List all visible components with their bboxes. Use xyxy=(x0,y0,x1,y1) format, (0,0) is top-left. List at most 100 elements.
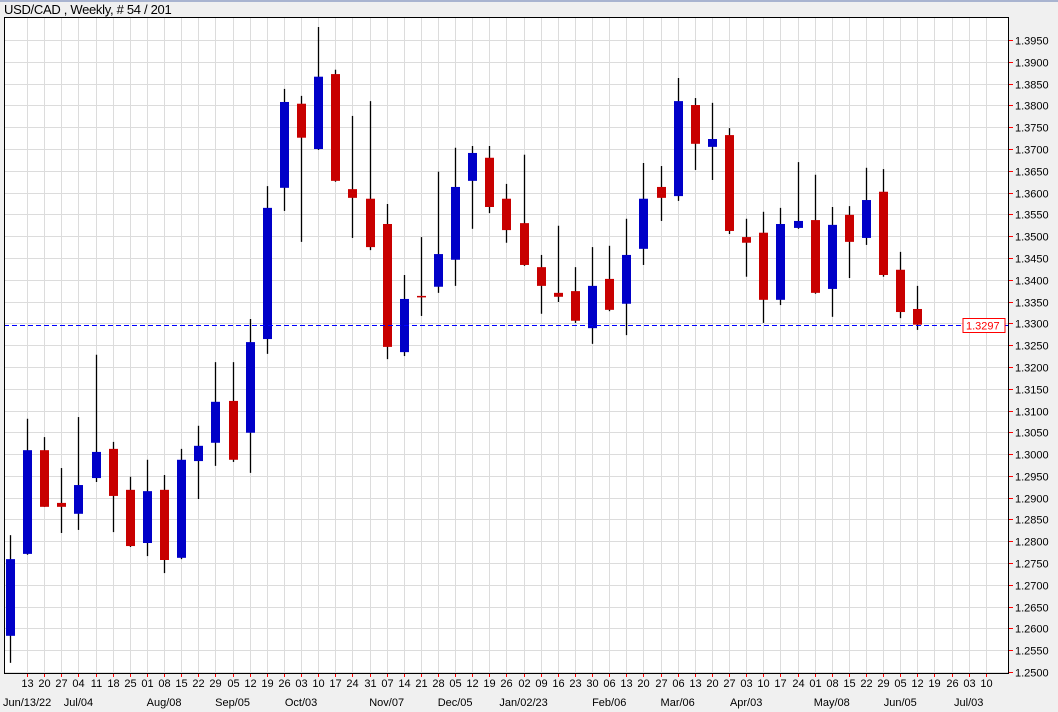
candle-body-up xyxy=(211,401,220,443)
candle-body-down xyxy=(657,186,666,198)
x-tick-label: 26 xyxy=(500,678,512,690)
candle-body-down xyxy=(502,198,511,231)
y-tick-label: 1.3800 xyxy=(1015,101,1049,113)
y-tick-label: 1.3750 xyxy=(1015,123,1049,135)
x-tick-label: 24 xyxy=(792,678,804,690)
x-tick-label: 22 xyxy=(860,678,872,690)
y-tick-label: 1.2850 xyxy=(1015,515,1049,527)
month-label: Jun/05 xyxy=(884,697,917,709)
candle-body-down xyxy=(109,448,118,496)
x-tick-label: 22 xyxy=(192,678,204,690)
x-tick-label: 26 xyxy=(278,678,290,690)
y-tick-label: 1.3100 xyxy=(1015,407,1049,419)
candle-body-up xyxy=(314,76,323,150)
x-tick-label: 08 xyxy=(826,678,838,690)
x-tick-label: 12 xyxy=(911,678,923,690)
y-tick-label: 1.3450 xyxy=(1015,254,1049,266)
x-tick-label: 31 xyxy=(364,678,376,690)
candle-body-down xyxy=(725,135,734,231)
x-tick-label: 27 xyxy=(655,678,667,690)
x-tick-label: 13 xyxy=(689,678,701,690)
y-tick-label: 1.3650 xyxy=(1015,167,1049,179)
month-label: Jul/04 xyxy=(64,697,93,709)
x-tick-label: 02 xyxy=(518,678,530,690)
candle-body-up xyxy=(23,450,32,554)
candle-body-down xyxy=(348,189,357,198)
candle-body-down xyxy=(417,295,426,298)
candle-body-down xyxy=(691,105,700,144)
x-tick-label: 15 xyxy=(843,678,855,690)
month-label: May/08 xyxy=(814,697,850,709)
candle-body-down xyxy=(759,232,768,300)
candle-body-down xyxy=(571,291,580,321)
y-tick-label: 1.2900 xyxy=(1015,494,1049,506)
candle-body-down xyxy=(57,502,66,507)
y-tick-label: 1.3550 xyxy=(1015,210,1049,222)
candle-body-up xyxy=(674,101,683,197)
candle-body-up xyxy=(246,342,255,433)
candle-body-up xyxy=(263,207,272,340)
month-label: Jun/13/22 xyxy=(3,697,51,709)
x-tick-label: 20 xyxy=(637,678,649,690)
candle-body-up xyxy=(862,200,871,238)
candle-body-down xyxy=(554,292,563,297)
candle-body-down xyxy=(811,220,820,293)
candle-body-up xyxy=(280,101,289,188)
candle-body-down xyxy=(913,308,922,325)
y-tick-label: 1.3350 xyxy=(1015,298,1049,310)
x-tick-label: 05 xyxy=(894,678,906,690)
month-label: Feb/06 xyxy=(592,697,626,709)
x-tick-label: 23 xyxy=(569,678,581,690)
month-label: Apr/03 xyxy=(730,697,762,709)
candle-body-down xyxy=(366,198,375,248)
y-tick-label: 1.2650 xyxy=(1015,603,1049,615)
month-label: Jul/03 xyxy=(954,697,983,709)
candle-body-up xyxy=(434,254,443,287)
x-tick-label: 08 xyxy=(158,678,170,690)
x-tick-label: 24 xyxy=(346,678,358,690)
candle-body-up xyxy=(708,139,717,147)
x-tick-label: 05 xyxy=(449,678,461,690)
x-tick-label: 01 xyxy=(809,678,821,690)
candle-body-up xyxy=(828,224,837,289)
chart-title: USD/CAD , Weekly, # 54 / 201 xyxy=(4,2,172,17)
y-tick-label: 1.3300 xyxy=(1015,319,1049,331)
candle-body-up xyxy=(776,223,785,300)
x-tick-label: 27 xyxy=(55,678,67,690)
candle-body-down xyxy=(331,74,340,181)
x-tick-label: 30 xyxy=(586,678,598,690)
x-tick-label: 10 xyxy=(757,678,769,690)
y-tick-label: 1.2800 xyxy=(1015,537,1049,549)
x-tick-label: 13 xyxy=(21,678,33,690)
x-tick-label: 12 xyxy=(244,678,256,690)
month-label: Oct/03 xyxy=(285,697,317,709)
month-label: Dec/05 xyxy=(438,697,473,709)
x-tick-label: 17 xyxy=(329,678,341,690)
month-label: Jan/02/23 xyxy=(499,697,547,709)
x-tick-label: 07 xyxy=(381,678,393,690)
y-tick-label: 1.3950 xyxy=(1015,36,1049,48)
candle-body-up xyxy=(588,285,597,329)
candle-body-up xyxy=(794,220,803,228)
candle-body-up xyxy=(177,459,186,558)
x-tick-label: 03 xyxy=(740,678,752,690)
candle-body-down xyxy=(896,269,905,313)
x-tick-label: 06 xyxy=(672,678,684,690)
candle-body-up xyxy=(468,152,477,181)
x-tick-label: 09 xyxy=(535,678,547,690)
y-tick-label: 1.2550 xyxy=(1015,646,1049,658)
y-tick-label: 1.3700 xyxy=(1015,145,1049,157)
candle-body-down xyxy=(605,278,614,310)
x-tick-label: 26 xyxy=(946,678,958,690)
candle-body-up xyxy=(92,451,101,479)
y-tick-label: 1.2600 xyxy=(1015,624,1049,636)
month-label: Aug/08 xyxy=(147,697,182,709)
x-tick-label: 14 xyxy=(398,678,410,690)
y-tick-label: 1.3400 xyxy=(1015,276,1049,288)
x-tick-label: 10 xyxy=(980,678,992,690)
x-tick-label: 20 xyxy=(38,678,50,690)
candle-body-up xyxy=(74,485,83,514)
x-tick-label: 15 xyxy=(175,678,187,690)
y-tick-label: 1.3000 xyxy=(1015,450,1049,462)
